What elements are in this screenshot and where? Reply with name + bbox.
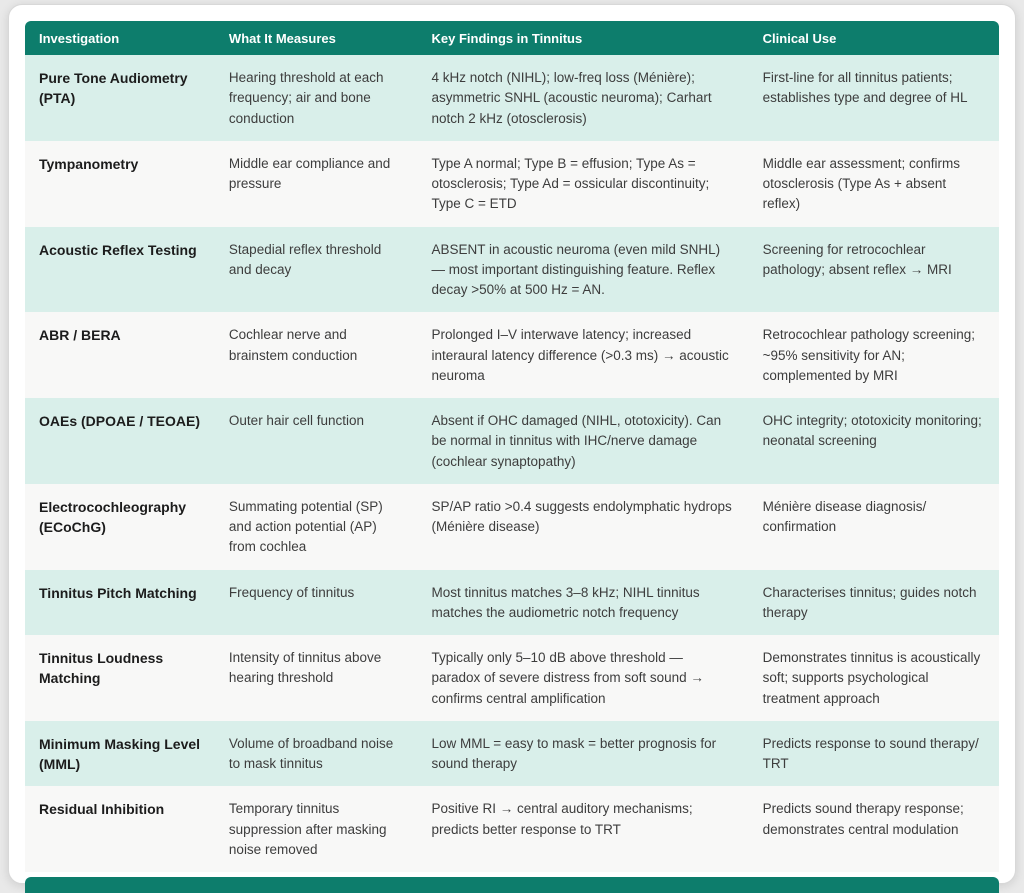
investigation-cell: Electrocochleography (ECoChG) (25, 483, 215, 570)
clinical-use-cell: Demonstrates tinnitus is acoustically so… (748, 635, 999, 721)
column-header-3: Key Findings in Tinnitus (417, 21, 749, 55)
findings-cell: Most tinnitus matches 3–8 kHz; NIHL tinn… (417, 569, 749, 635)
table-row: Tinnitus Loudness Matching Intensity of t… (25, 635, 999, 721)
measures-cell: Stapedial reflex threshold and decay (214, 226, 418, 313)
clinical-use-cell: Screening for retrocochlear pathology; a… (748, 226, 999, 313)
clinical-use-cell: Retrocochlear pathology screening; ~95% … (748, 312, 999, 398)
investigation-cell: Acoustic Reflex Testing (25, 226, 215, 313)
measures-cell: Frequency of tinnitus (214, 569, 418, 635)
investigation-cell: Residual Inhibition (25, 786, 215, 873)
findings-cell: Prolonged I–V interwave latency; increas… (417, 312, 749, 398)
measures-cell: Volume of broadband noise to mask tinnit… (214, 720, 418, 787)
investigation-cell: Tympanometry (25, 140, 215, 227)
investigation-cell: Tinnitus Pitch Matching (25, 569, 215, 635)
findings-cell: Low MML = easy to mask = better prognosi… (417, 720, 749, 787)
column-header-4: Clinical Use (748, 21, 999, 55)
measures-cell: Summating potential (SP) and action pote… (214, 483, 418, 570)
findings-cell: SP/AP ratio >0.4 suggests endolymphatic … (417, 483, 749, 570)
table-body: Pure Tone Audiometry (PTA) Hearing thresh… (25, 55, 999, 873)
findings-cell: Positive RI → central auditory mechanism… (417, 786, 749, 873)
investigation-cell: ABR / BERA (25, 312, 215, 398)
findings-cell: Absent if OHC damaged (NIHL, ototoxicity… (417, 398, 749, 484)
table-row: ABR / BERA Cochlear nerve and brainstem c… (25, 312, 999, 398)
header-row: Investigation What It Measures Key Finding… (25, 21, 999, 55)
findings-cell: 4 kHz notch (NIHL); low-freq loss (Méniè… (417, 55, 749, 141)
investigation-cell: Pure Tone Audiometry (PTA) (25, 55, 215, 141)
measures-cell: Hearing threshold at each frequency; air… (214, 55, 418, 141)
table-card: Investigation What It Measures Key Finding… (8, 4, 1016, 893)
table-row: OAEs (DPOAE / TEOAE) Outer hair cell func… (25, 398, 999, 484)
clinical-use-cell: Ménière disease diagnosis/ confirmation (748, 483, 999, 570)
clinical-use-cell: OHC integrity; ototoxicity monitoring; n… (748, 398, 999, 484)
table-row: Acoustic Reflex Testing Stapedial reflex … (25, 226, 999, 313)
measures-cell: Temporary tinnitus suppression after mas… (214, 786, 418, 873)
measures-cell: Middle ear compliance and pressure (214, 140, 418, 227)
investigations-table: Investigation What It Measures Key Finding… (25, 21, 999, 873)
investigation-cell: Minimum Masking Level (MML) (25, 720, 215, 787)
column-header-1: Investigation (25, 21, 215, 55)
clinical-use-cell: First-line for all tinnitus patients; es… (748, 55, 999, 141)
investigation-cell: Tinnitus Loudness Matching (25, 635, 215, 721)
findings-cell: Type A normal; Type B = effusion; Type A… (417, 140, 749, 227)
table-row: Pure Tone Audiometry (PTA) Hearing thresh… (25, 55, 999, 141)
next-table-header-partial (25, 877, 999, 893)
table-row: Tinnitus Pitch Matching Frequency of tinn… (25, 569, 999, 635)
table-row: Electrocochleography (ECoChG) Summating p… (25, 483, 999, 570)
column-header-2: What It Measures (214, 21, 418, 55)
table-row: Residual Inhibition Temporary tinnitus su… (25, 786, 999, 873)
findings-cell: Typically only 5–10 dB above threshold —… (417, 635, 749, 721)
findings-cell: ABSENT in acoustic neuroma (even mild SN… (417, 226, 749, 313)
table-row: Minimum Masking Level (MML) Volume of bro… (25, 720, 999, 787)
measures-cell: Outer hair cell function (214, 398, 418, 484)
clinical-use-cell: Middle ear assessment; confirms otoscler… (748, 140, 999, 227)
table-row: Tympanometry Middle ear compliance and pr… (25, 140, 999, 227)
clinical-use-cell: Predicts response to sound therapy/ TRT (748, 720, 999, 787)
measures-cell: Intensity of tinnitus above hearing thre… (214, 635, 418, 721)
clinical-use-cell: Predicts sound therapy response; demonst… (748, 786, 999, 873)
investigation-cell: OAEs (DPOAE / TEOAE) (25, 398, 215, 484)
measures-cell: Cochlear nerve and brainstem conduction (214, 312, 418, 398)
clinical-use-cell: Characterises tinnitus; guides notch the… (748, 569, 999, 635)
